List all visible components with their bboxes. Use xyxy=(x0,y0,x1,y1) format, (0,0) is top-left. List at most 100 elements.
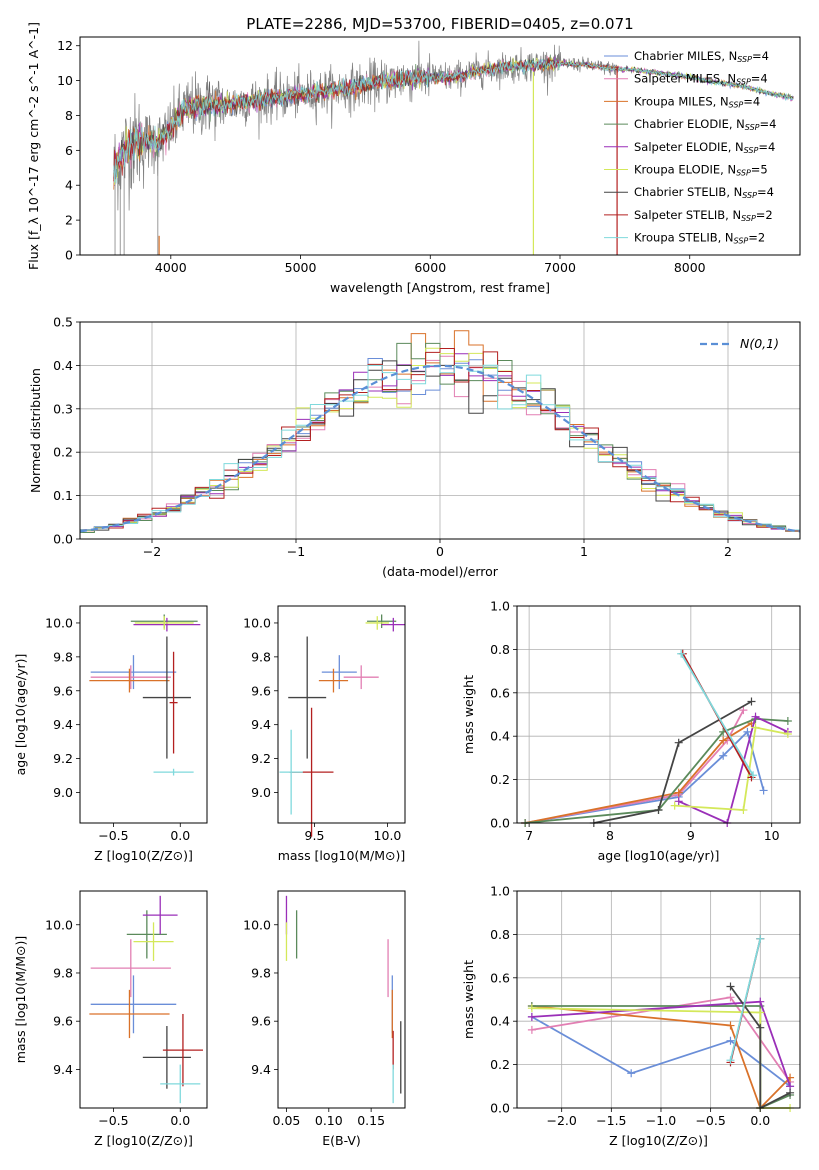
weight-line-kroupa_miles xyxy=(531,1005,791,1110)
x-tick-label: 8 xyxy=(606,828,614,843)
y-tick-label: 0.4 xyxy=(490,1014,510,1029)
y-axis-label: mass [log10(M/M⊙)] xyxy=(13,936,28,1064)
axes-frame xyxy=(79,890,208,1109)
y-tick-label: 0.0 xyxy=(490,816,510,831)
x-tick-label: 0.0 xyxy=(170,828,190,843)
y-tick-label: 8 xyxy=(65,108,73,123)
weight-line-kroupa_stelib xyxy=(729,938,762,1061)
y-tick-label: 0.6 xyxy=(490,685,510,700)
plot-area xyxy=(89,614,201,776)
y-tick-label: 9.2 xyxy=(251,751,271,766)
x-tick-label: 8000 xyxy=(674,260,706,275)
weight-line-chabrier_stelib xyxy=(593,700,752,824)
legend-label: N(0,1) xyxy=(740,336,779,351)
y-tick-label: 0.0 xyxy=(53,532,73,547)
x-tick-label: 10 xyxy=(764,828,780,843)
axes-frame xyxy=(79,605,208,824)
legend-label: Kroupa MILES, NSSP=4 xyxy=(634,94,760,109)
axes-frame xyxy=(516,890,801,1109)
y-tick-label: 12 xyxy=(57,38,73,53)
x-tick-label: 0.15 xyxy=(357,1113,385,1128)
weight-marker xyxy=(756,997,765,1006)
y-axis-label: Flux [f_λ 10^-17 erg cm^-2 s^-1 A^-1] xyxy=(26,22,41,270)
y-tick-label: 9.8 xyxy=(251,649,271,664)
x-tick-label: 4000 xyxy=(155,260,187,275)
x-tick-label: 2 xyxy=(724,544,732,559)
weight-marker xyxy=(726,1036,735,1045)
x-axis-label: age [log10(age/yr)] xyxy=(598,848,720,863)
x-axis-label: mass [log10(M/M⊙)] xyxy=(278,848,406,863)
y-tick-label: 4 xyxy=(65,178,73,193)
weight-marker xyxy=(726,1056,735,1065)
x-tick-label: −1.0 xyxy=(646,1113,676,1128)
weight-marker xyxy=(654,805,663,814)
panel-weight_vs_age: 7 8 9 10 0.0 0.2 0.4 0.6 0.8 1.0 age [log10(age/yr… xyxy=(461,599,801,863)
panel-mass_vs_ebv: 0.05 0.10 0.15 9.4 9.6 9.8 10.0 E(B-V) xyxy=(243,890,406,1148)
y-tick-label: 9.8 xyxy=(53,649,73,664)
legend-label: Chabrier ELODIE, NSSP=4 xyxy=(634,117,776,132)
weight-marker xyxy=(786,1088,795,1097)
y-tick-label: 9.4 xyxy=(53,1062,73,1077)
y-axis-label: Normed distribution xyxy=(28,368,43,493)
y-tick-label: 9.6 xyxy=(53,1014,73,1029)
x-tick-label: −1 xyxy=(287,544,305,559)
y-tick-label: 9.6 xyxy=(53,683,73,698)
axes-frame xyxy=(79,36,801,256)
x-axis-label: (data-model)/error xyxy=(382,564,499,579)
weight-line-salpeter_miles xyxy=(524,709,745,824)
y-tick-label: 1.0 xyxy=(490,599,510,614)
y-tick-label: 9.6 xyxy=(251,683,271,698)
weight-marker xyxy=(726,1021,735,1030)
weight-marker xyxy=(627,1069,636,1078)
panel-age_vs_Z: −0.5 0.0 9.0 9.2 9.4 9.6 9.8 10.0 Z [log10(Z/Z⊙)… xyxy=(13,605,208,863)
figure-title: PLATE=2286, MJD=53700, FIBERID=0405, z=0… xyxy=(246,15,633,33)
y-tick-label: 9.4 xyxy=(53,717,73,732)
legend-label: Salpeter STELIB, NSSP=2 xyxy=(634,208,773,223)
weight-marker xyxy=(527,1012,536,1021)
y-tick-label: 0.5 xyxy=(53,315,73,330)
y-tick-label: 10.0 xyxy=(243,615,271,630)
plot-area xyxy=(521,649,792,827)
panel-weight_vs_Z: −2.0 −1.5 −1.0 −0.5 0.0 0.0 0.2 0.4 0.6 0.8 1.0 Z [… xyxy=(461,884,801,1148)
y-tick-label: 0.2 xyxy=(490,772,510,787)
weight-marker xyxy=(674,788,683,797)
panel-age_vs_mass: 9.5 10.0 9.0 9.2 9.4 9.6 9.8 10.0 mass [log10(M/… xyxy=(243,605,406,863)
weight-marker xyxy=(527,1004,536,1013)
y-tick-label: 10.0 xyxy=(45,917,73,932)
histogram-salpeter_stelib xyxy=(80,348,800,532)
y-tick-label: 0.0 xyxy=(490,1101,510,1116)
axes-frame xyxy=(516,605,801,824)
plot-area xyxy=(527,934,795,1112)
plot-area xyxy=(113,40,794,255)
x-tick-label: 0.0 xyxy=(170,1113,190,1128)
legend-label: Chabrier STELIB, NSSP=4 xyxy=(634,185,774,200)
y-tick-label: 0.2 xyxy=(490,1057,510,1072)
legend-label: Salpeter MILES, NSSP=4 xyxy=(634,72,768,87)
y-tick-label: 9.8 xyxy=(53,965,73,980)
y-tick-label: 1.0 xyxy=(490,884,510,899)
x-tick-label: −0.5 xyxy=(98,1113,128,1128)
weight-marker xyxy=(759,786,768,795)
weight-line-salpeter_elodie xyxy=(678,715,789,825)
x-tick-label: 9 xyxy=(687,828,695,843)
weight-marker xyxy=(670,801,679,810)
x-tick-label: 0.05 xyxy=(273,1113,301,1128)
x-tick-label: 7000 xyxy=(544,260,576,275)
y-tick-label: 10.0 xyxy=(243,917,271,932)
weight-marker xyxy=(726,993,735,1002)
y-tick-label: 0.2 xyxy=(53,445,73,460)
weight-marker xyxy=(747,697,756,706)
weight-line-kroupa_miles xyxy=(524,722,752,824)
x-tick-label: −2.0 xyxy=(547,1113,577,1128)
plot-area xyxy=(279,614,405,837)
x-tick-label: 0.10 xyxy=(315,1113,343,1128)
y-tick-label: 6 xyxy=(65,143,73,158)
panel-mass_vs_Z: −0.5 0.0 9.4 9.6 9.8 10.0 Z [log10(Z/Z⊙)] mass … xyxy=(13,890,208,1148)
y-tick-label: 9.0 xyxy=(53,785,73,800)
weight-marker xyxy=(751,723,760,732)
weight-marker xyxy=(743,727,752,736)
weight-marker xyxy=(674,738,683,747)
weight-line-chabrier_stelib xyxy=(729,985,791,1110)
weight-marker xyxy=(756,934,765,943)
